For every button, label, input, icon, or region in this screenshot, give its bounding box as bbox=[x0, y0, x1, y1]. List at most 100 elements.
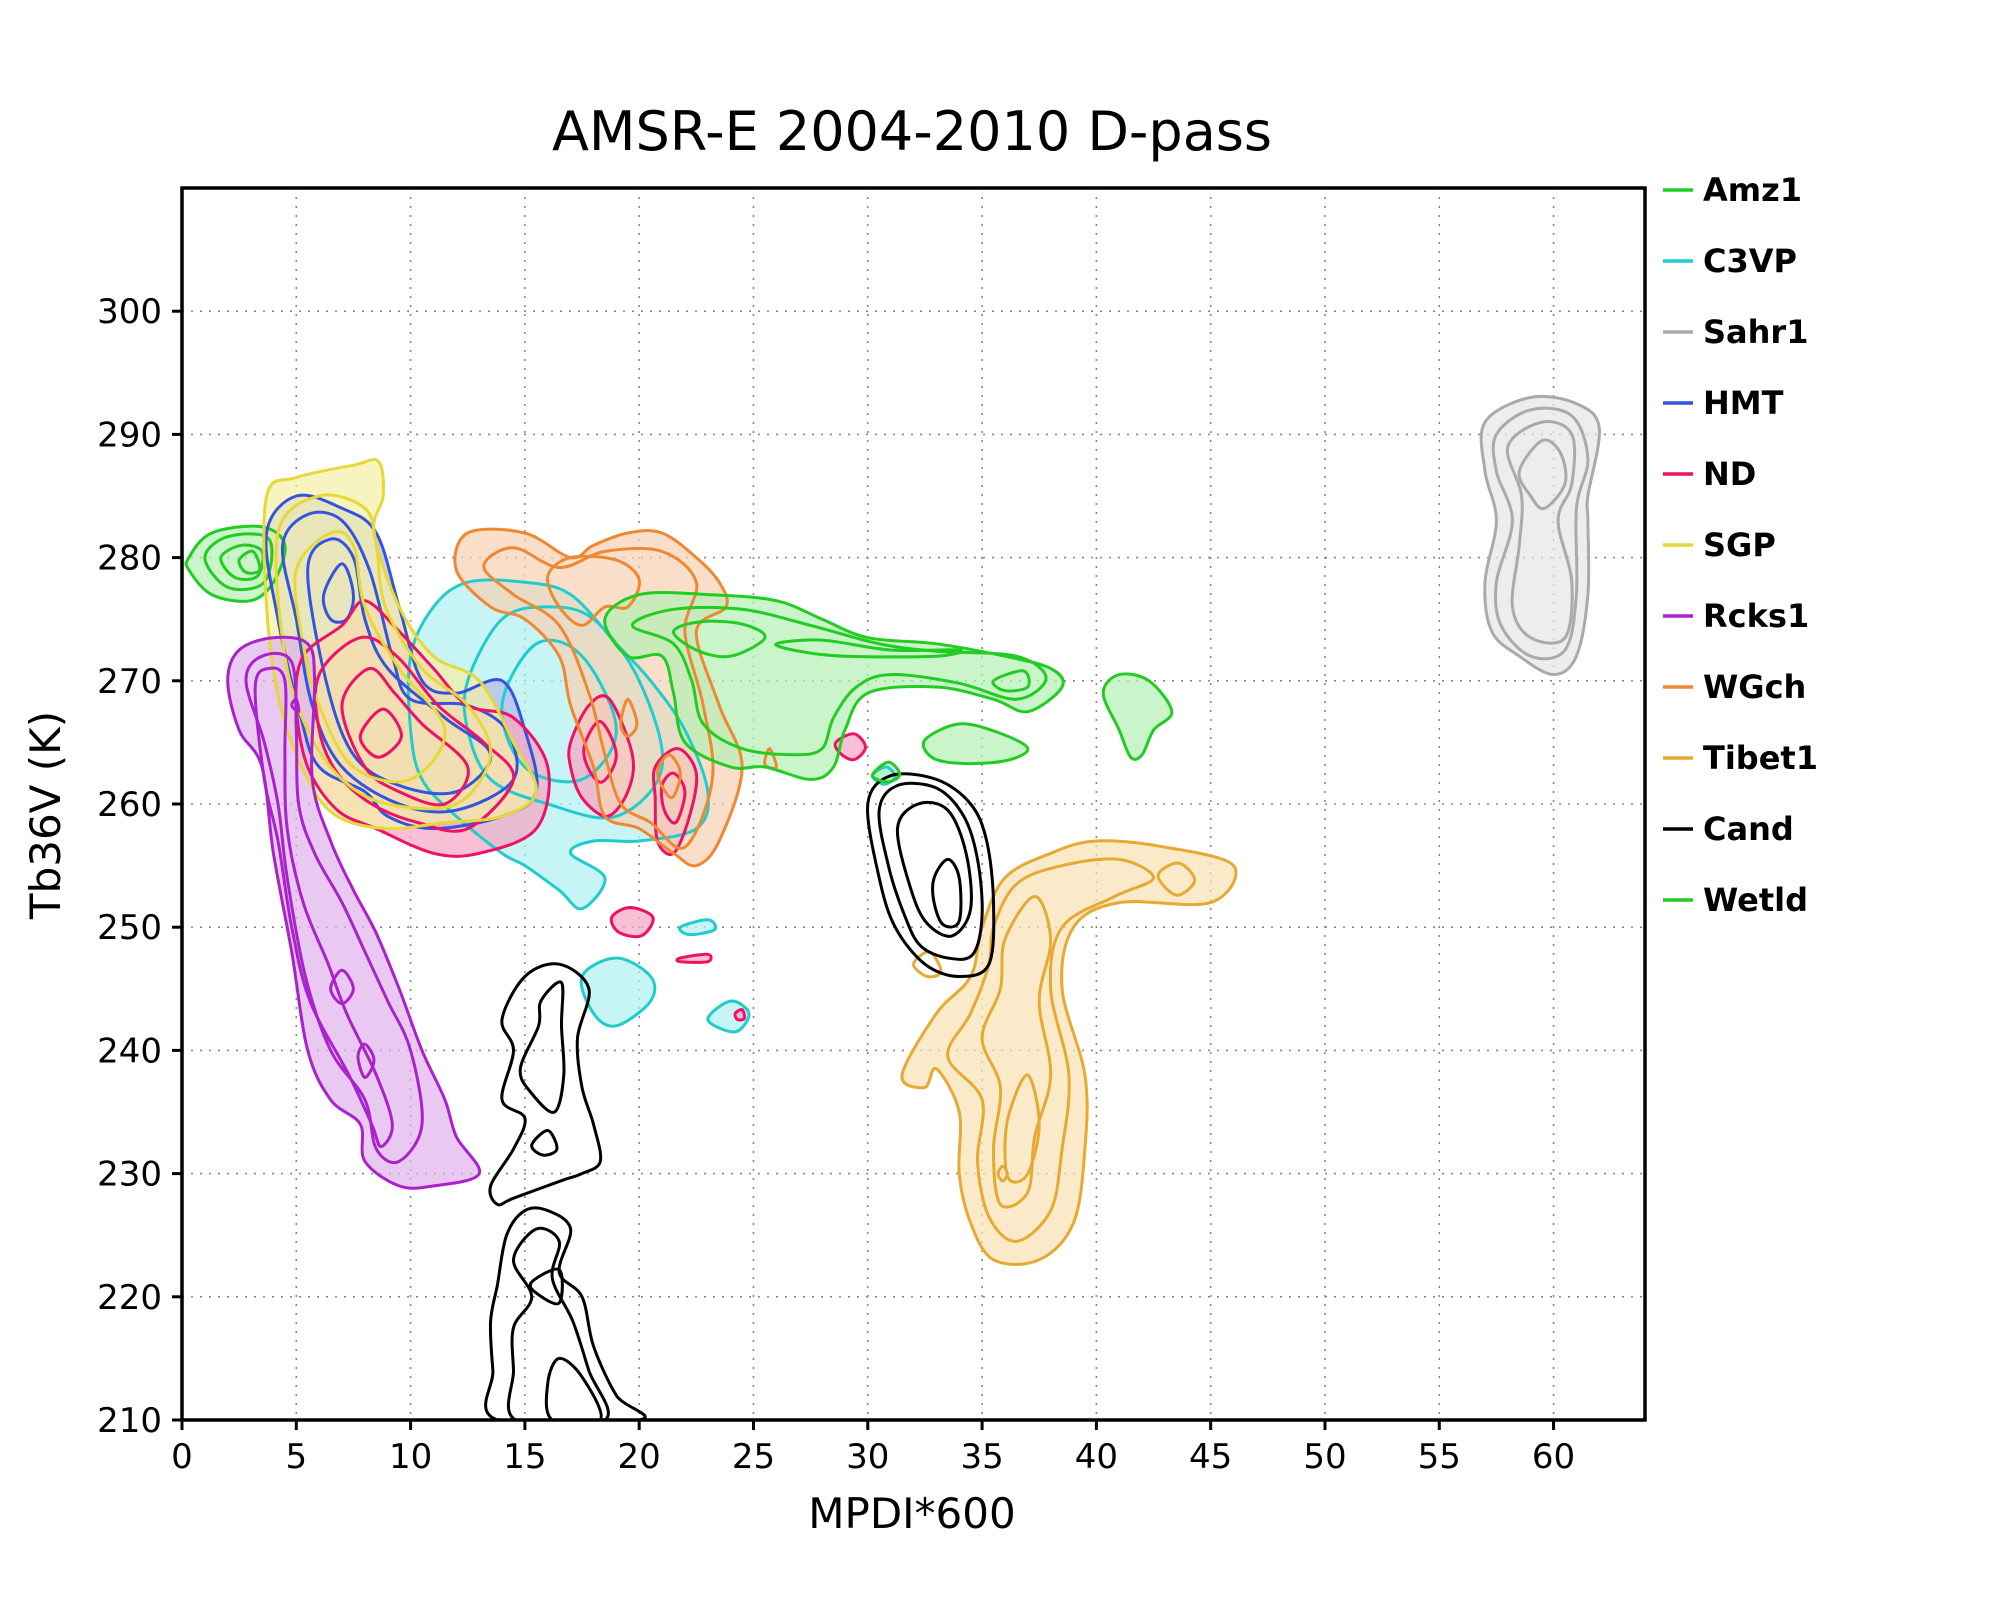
wgch-contour-line bbox=[453, 527, 744, 868]
nd-contour-line bbox=[340, 666, 470, 807]
x-tick-label: 20 bbox=[618, 1437, 661, 1477]
legend-label-c3vp: C3VP bbox=[1703, 242, 1797, 280]
tibet1-contour-fill bbox=[901, 840, 1236, 1265]
cand-contour-line bbox=[877, 781, 984, 961]
tibet1-contour-line bbox=[980, 894, 1053, 1209]
plot-area bbox=[184, 394, 1601, 1420]
nd-contour-line bbox=[675, 952, 713, 964]
nd-contour-fill bbox=[611, 907, 654, 937]
amz1-contour-line bbox=[219, 543, 265, 581]
cand-contour-line bbox=[895, 800, 973, 938]
legend-label-tibet1: Tibet1 bbox=[1703, 739, 1818, 777]
y-tick-label: 240 bbox=[97, 1031, 162, 1071]
wetld-contour-line bbox=[991, 669, 1031, 693]
sahr1-contour-line bbox=[1491, 406, 1590, 661]
x-tick-label: 30 bbox=[846, 1437, 889, 1477]
contour-layer bbox=[184, 394, 1601, 1420]
wetld-contour-fill bbox=[1103, 673, 1172, 760]
cand-contour-line bbox=[931, 857, 963, 929]
wetld-contour-line bbox=[603, 591, 1065, 781]
cand-contour-line bbox=[866, 772, 996, 978]
x-tick-label: 0 bbox=[171, 1437, 193, 1477]
legend-label-nd: ND bbox=[1703, 455, 1756, 493]
wetld-contour-line bbox=[870, 760, 902, 784]
amz1-contour-line bbox=[184, 524, 287, 603]
tibet1-contour-line bbox=[1156, 861, 1197, 897]
tibet1-contour-line bbox=[912, 950, 943, 979]
legend-label-sahr1: Sahr1 bbox=[1703, 313, 1808, 351]
x-axis-label: MPDI*600 bbox=[808, 1489, 1015, 1538]
x-tick-label: 55 bbox=[1418, 1437, 1461, 1477]
y-tick-label: 220 bbox=[97, 1278, 162, 1318]
y-tick-label: 280 bbox=[97, 539, 162, 579]
c3vp-contour-fill bbox=[581, 958, 655, 1027]
x-tick-label: 50 bbox=[1303, 1437, 1346, 1477]
cand-contour-line bbox=[488, 962, 603, 1207]
c3vp-contour-line bbox=[579, 956, 657, 1028]
nd-contour-line bbox=[294, 599, 551, 858]
sahr1-contour-line bbox=[1479, 394, 1601, 677]
sgp-contour-line bbox=[274, 493, 493, 811]
amz1-contour-line bbox=[203, 532, 274, 592]
y-tick-label: 210 bbox=[97, 1401, 162, 1441]
legend-label-hmt: HMT bbox=[1703, 384, 1784, 422]
wetld-contour-line bbox=[774, 638, 964, 659]
wetld-contour-line bbox=[672, 619, 767, 659]
y-tick-label: 290 bbox=[97, 415, 162, 455]
rcks1-contour-line bbox=[329, 968, 355, 1006]
x-tick-label: 5 bbox=[285, 1437, 307, 1477]
legend: Amz1 C3VP Sahr1 HMT ND SGP Rcks1 WGch Tibet1 Cand… bbox=[1663, 171, 1818, 919]
x-tick-label: 45 bbox=[1189, 1437, 1232, 1477]
cand-contour-line bbox=[544, 1356, 603, 1420]
rcks1-contour-line bbox=[356, 1042, 376, 1079]
cand-contour-line bbox=[528, 1267, 564, 1306]
legend-label-cand: Cand bbox=[1703, 810, 1794, 848]
wetld-contour-line bbox=[921, 722, 1030, 766]
x-tick-label: 15 bbox=[503, 1437, 546, 1477]
rcks1-contour-line bbox=[290, 697, 301, 714]
legend-label-rcks1: Rcks1 bbox=[1703, 597, 1809, 635]
tibet1-contour-line bbox=[996, 1164, 1009, 1183]
y-tick-label: 230 bbox=[97, 1155, 162, 1195]
nd-contour-fill bbox=[676, 954, 712, 963]
cand-contour-line bbox=[506, 1226, 610, 1420]
x-tick-label: 25 bbox=[732, 1437, 775, 1477]
tibet1-contour-line bbox=[1003, 1073, 1041, 1184]
wetld-contour-fill bbox=[604, 592, 1064, 780]
nd-contour-line bbox=[733, 1008, 747, 1022]
x-tick-label: 10 bbox=[389, 1437, 432, 1477]
rcks1-contour-line bbox=[244, 651, 424, 1165]
tibet1-contour-line bbox=[900, 839, 1238, 1266]
y-tick-label: 300 bbox=[97, 292, 162, 332]
chart-title: AMSR-E 2004-2010 D-pass bbox=[552, 100, 1272, 163]
wetld-contour-line bbox=[630, 605, 1048, 757]
c3vp-contour-line bbox=[500, 638, 618, 784]
c3vp-contour-line bbox=[678, 918, 718, 937]
nd-contour-line bbox=[651, 747, 699, 856]
c3vp-contour-line bbox=[406, 578, 710, 911]
wgch-contour-line bbox=[619, 697, 639, 738]
tibet1-contour-line bbox=[946, 857, 1155, 1243]
hmt-contour-line bbox=[321, 562, 355, 624]
rcks1-contour-line bbox=[226, 635, 482, 1190]
y-axis-label: Tb36V (K) bbox=[21, 711, 70, 920]
nd-contour-line bbox=[609, 906, 655, 939]
axes: 0 5 10 15 20 25 30 35 40 45 50 55 60 210 220 230 240 250 2… bbox=[97, 292, 1575, 1477]
wgch-contour-line bbox=[656, 753, 682, 800]
y-tick-label: 250 bbox=[97, 908, 162, 948]
wetld-contour-fill bbox=[923, 723, 1028, 764]
c3vp-contour-line bbox=[706, 999, 751, 1034]
x-tick-label: 40 bbox=[1075, 1437, 1118, 1477]
cand-contour-line bbox=[484, 1206, 647, 1420]
sahr1-contour-line bbox=[1505, 420, 1577, 645]
rcks1-contour-fill bbox=[227, 637, 480, 1189]
legend-label-wetld: Wetld bbox=[1703, 881, 1808, 919]
amz1-contour-line bbox=[237, 549, 262, 575]
x-tick-label: 35 bbox=[960, 1437, 1003, 1477]
y-tick-label: 260 bbox=[97, 785, 162, 825]
wgch-contour-line bbox=[482, 546, 715, 850]
x-tick-label: 60 bbox=[1532, 1437, 1575, 1477]
legend-label-sgp: SGP bbox=[1703, 526, 1776, 564]
